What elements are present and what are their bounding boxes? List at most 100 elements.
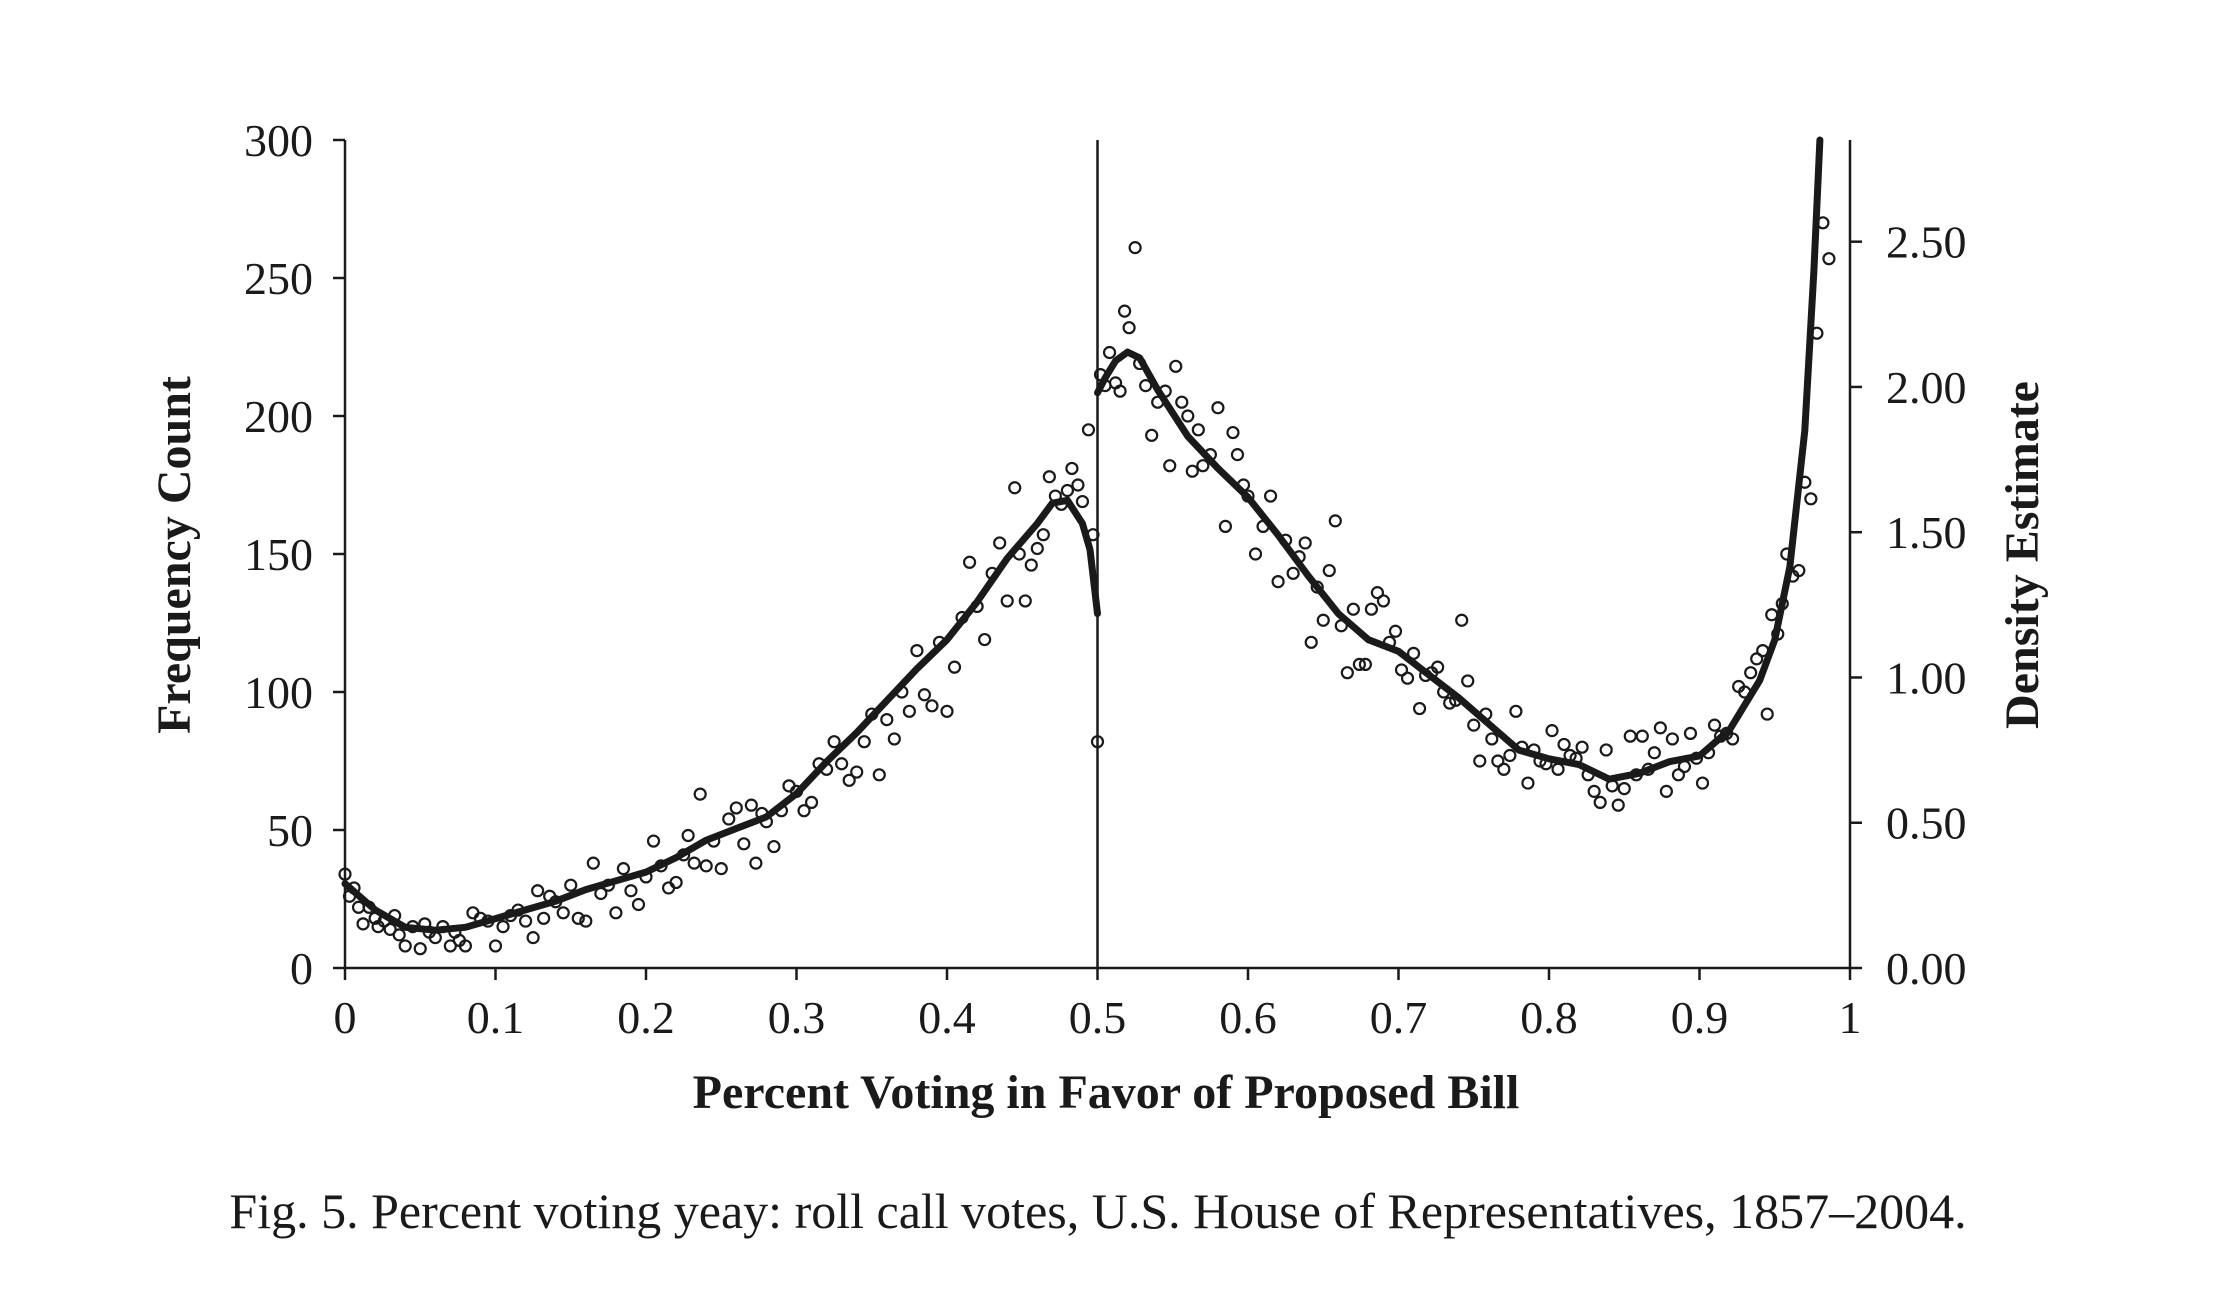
density-curve [345, 500, 1098, 930]
data-point [1038, 529, 1049, 540]
data-point [738, 838, 749, 849]
data-point [1547, 725, 1558, 736]
data-point [1124, 322, 1135, 333]
data-point [1288, 568, 1299, 579]
data-point [467, 907, 478, 918]
x-tick-label: 0.3 [768, 992, 826, 1043]
y-tick-label: 200 [244, 391, 313, 442]
data-point [1601, 744, 1612, 755]
data-point [1468, 720, 1479, 731]
data-point [731, 802, 742, 813]
x-tick-label: 0.1 [467, 992, 525, 1043]
data-point [746, 800, 757, 811]
y-tick-label: 150 [244, 529, 313, 580]
data-point [1273, 576, 1284, 587]
data-point [1390, 626, 1401, 637]
data-point [558, 907, 569, 918]
data-point [1009, 482, 1020, 493]
data-point [979, 634, 990, 645]
density-line [345, 140, 1820, 930]
y-tick-label: 0 [290, 943, 313, 994]
data-point [859, 736, 870, 747]
data-point [1002, 595, 1013, 606]
data-point [949, 662, 960, 673]
data-point [648, 836, 659, 847]
data-point [1486, 733, 1497, 744]
data-point [851, 767, 862, 778]
data-point [1823, 253, 1834, 264]
y2-tick-label: 1.00 [1886, 652, 1967, 703]
data-point [663, 882, 674, 893]
data-point [1553, 764, 1564, 775]
y-tick-label: 50 [267, 805, 313, 856]
data-point [1164, 460, 1175, 471]
x-tick-label: 0.2 [617, 992, 675, 1043]
x-axis-title: Percent Voting in Favor of Proposed Bill [693, 1066, 1520, 1119]
data-point [358, 918, 369, 929]
data-point [400, 940, 411, 951]
data-point [1062, 485, 1073, 496]
data-point [1613, 800, 1624, 811]
data-point [836, 758, 847, 769]
data-point [1146, 430, 1157, 441]
data-point [1044, 471, 1055, 482]
x-tick-label: 0.6 [1219, 992, 1277, 1043]
data-point [1083, 424, 1094, 435]
data-point [1589, 786, 1600, 797]
data-point [1220, 521, 1231, 532]
data-point [768, 841, 779, 852]
data-point [1577, 742, 1588, 753]
data-point [1709, 720, 1720, 731]
data-point [1077, 496, 1088, 507]
data-point [911, 645, 922, 656]
data-point [723, 813, 734, 824]
data-point [1104, 347, 1115, 358]
y-tick-label: 300 [244, 115, 313, 166]
x-tick-label: 0.4 [918, 992, 976, 1043]
y2-tick-label: 0.00 [1886, 943, 1967, 994]
data-point [520, 916, 531, 927]
data-point [490, 940, 501, 951]
data-point [1020, 595, 1031, 606]
data-point [1625, 731, 1636, 742]
x-tick-label: 0 [334, 992, 357, 1043]
y2-tick-label: 1.50 [1886, 507, 1967, 558]
data-point [1348, 604, 1359, 615]
data-point [1762, 709, 1773, 720]
data-point [689, 858, 700, 869]
data-point [701, 860, 712, 871]
data-point [1474, 756, 1485, 767]
data-point [1745, 667, 1756, 678]
data-point [1655, 722, 1666, 733]
data-point [881, 714, 892, 725]
data-point [1176, 397, 1187, 408]
data-point [1119, 306, 1130, 317]
y-axis-title: Frequency Count [148, 376, 201, 734]
data-point [806, 797, 817, 808]
x-tick-label: 0.7 [1370, 992, 1428, 1043]
data-point [1072, 480, 1083, 491]
data-point [889, 733, 900, 744]
data-point [1265, 491, 1276, 502]
y-tick-label: 100 [244, 667, 313, 718]
data-point [625, 885, 636, 896]
axes [345, 140, 1850, 968]
y-tick-label: 250 [244, 253, 313, 304]
data-point [1766, 609, 1777, 620]
data-point [394, 929, 405, 940]
data-point [1661, 786, 1672, 797]
data-point [1187, 466, 1198, 477]
data-point [695, 789, 706, 800]
data-point [1637, 731, 1648, 742]
data-point [1318, 615, 1329, 626]
data-point [1456, 615, 1467, 626]
data-point [904, 706, 915, 717]
data-point [716, 863, 727, 874]
data-point [1300, 537, 1311, 548]
data-point [1619, 783, 1630, 794]
data-point [994, 537, 1005, 548]
data-point [671, 877, 682, 888]
data-point [783, 780, 794, 791]
data-point [1342, 667, 1353, 678]
